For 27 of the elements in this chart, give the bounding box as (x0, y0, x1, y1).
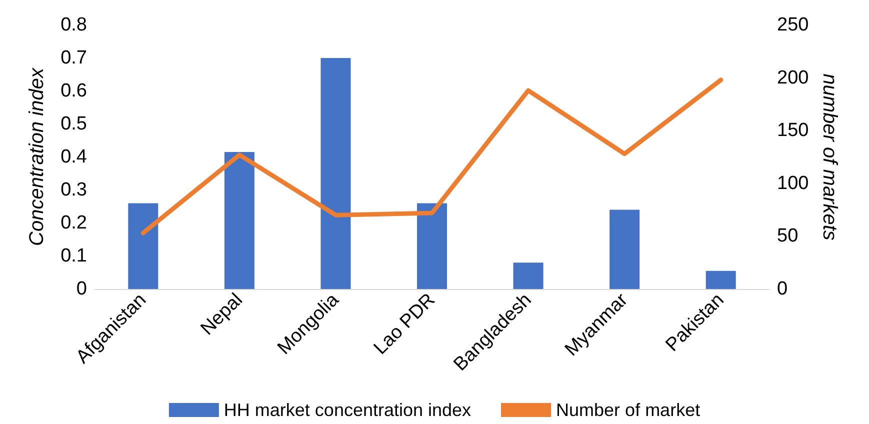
bar (224, 152, 254, 289)
bar (610, 210, 640, 289)
y2-tick-label: 250 (777, 14, 809, 36)
y-tick-label: 0.1 (60, 246, 87, 266)
y2-tick-label: 150 (777, 120, 809, 142)
y-axis-title: Concentration index (26, 67, 48, 246)
y2-tick-label: 200 (777, 67, 809, 88)
y-tick-label: 0.5 (60, 114, 87, 134)
y2-tick-label: 0 (777, 278, 788, 300)
legend-label: HH market concentration index (224, 400, 472, 420)
y-tick-label: 0.4 (60, 146, 88, 168)
y-tick-label: 0.6 (60, 80, 87, 102)
legend-label: Number of market (556, 400, 700, 420)
y-tick-label: 0 (76, 278, 87, 300)
y2-tick-label: 100 (777, 172, 809, 194)
bar (513, 262, 544, 289)
line-series (140, 78, 724, 236)
y2-axis-title: number of markets (818, 74, 841, 240)
y2-tick-label: 50 (777, 226, 798, 247)
y-tick-label: 0.2 (60, 212, 87, 234)
bar (128, 203, 158, 289)
bar (320, 58, 351, 289)
y-tick-label: 0.8 (60, 14, 87, 36)
bar (417, 203, 447, 289)
y-tick-label: 0.7 (60, 48, 87, 68)
y-tick-label: 0.3 (60, 180, 87, 200)
bar (706, 270, 736, 289)
